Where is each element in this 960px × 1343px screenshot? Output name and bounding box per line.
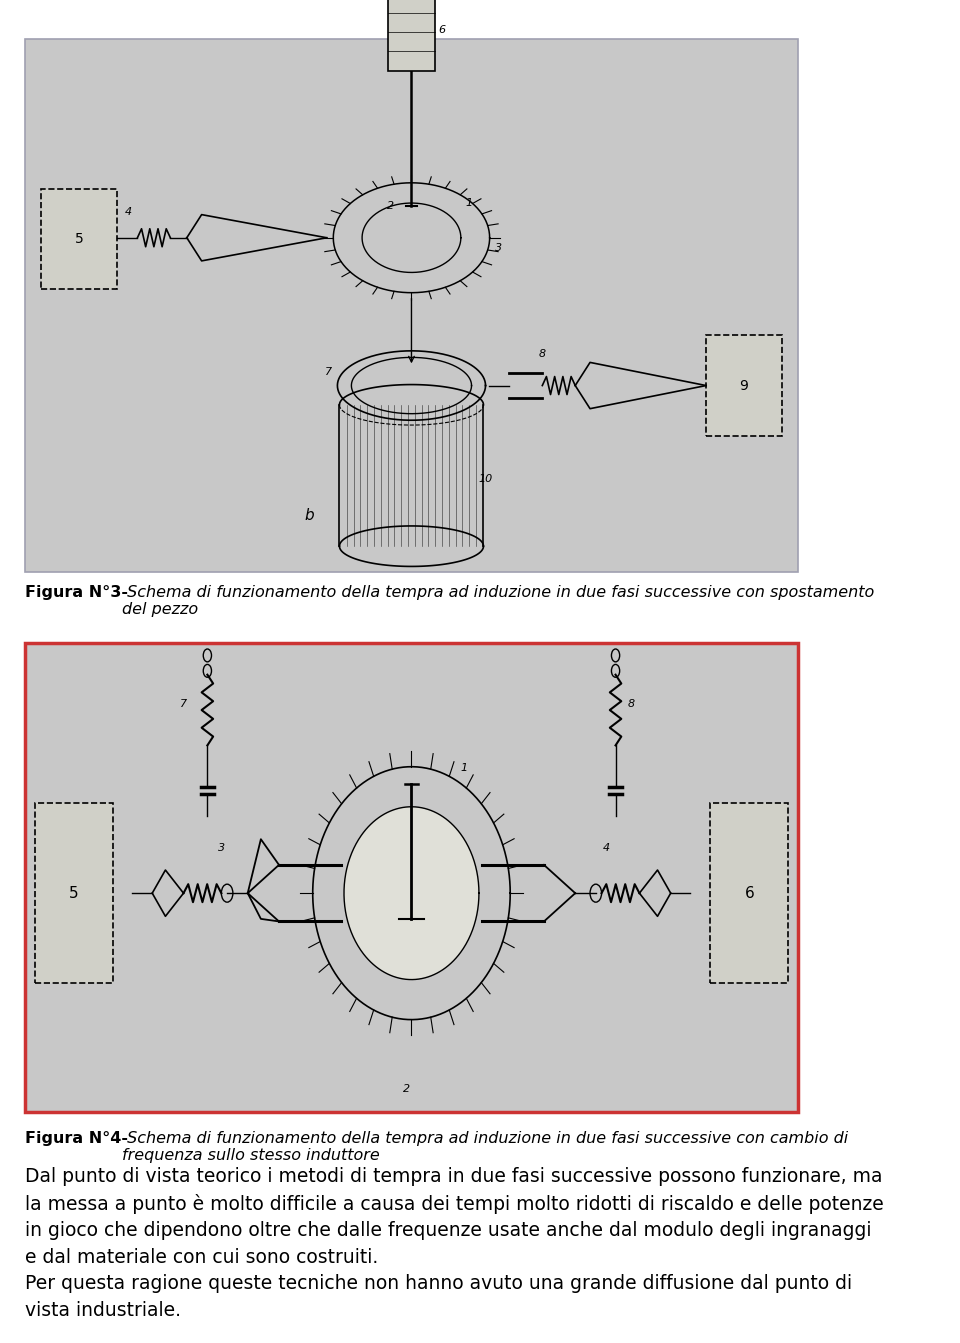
Text: 2: 2 <box>403 1084 410 1095</box>
Text: 5: 5 <box>75 232 84 246</box>
Text: 8: 8 <box>628 698 635 709</box>
Text: 1: 1 <box>461 763 468 774</box>
Bar <box>41 189 117 289</box>
Text: 10: 10 <box>479 474 493 483</box>
Text: 2: 2 <box>387 201 394 211</box>
Text: 6: 6 <box>439 26 445 35</box>
Text: Figura N°3-: Figura N°3- <box>25 584 128 600</box>
Bar <box>710 803 788 983</box>
Text: 7: 7 <box>180 698 187 709</box>
Text: Schema di funzionamento della tempra ad induzione in due fasi successive con cam: Schema di funzionamento della tempra ad … <box>122 1131 848 1163</box>
Text: 1: 1 <box>465 197 472 208</box>
Text: 3: 3 <box>495 243 502 252</box>
Text: Figura N°4-: Figura N°4- <box>25 1131 128 1146</box>
Text: 4: 4 <box>125 207 132 216</box>
Text: Dal punto di vista teorico i metodi di tempra in due fasi successive possono fun: Dal punto di vista teorico i metodi di t… <box>25 1167 883 1320</box>
Bar <box>706 336 781 435</box>
Text: 9: 9 <box>739 379 749 392</box>
Bar <box>35 803 112 983</box>
Text: 6: 6 <box>744 885 755 901</box>
Text: b: b <box>304 509 314 524</box>
Text: 7: 7 <box>325 367 332 377</box>
Text: 5: 5 <box>69 885 79 901</box>
FancyBboxPatch shape <box>25 642 799 1112</box>
Text: 8: 8 <box>539 349 545 360</box>
FancyBboxPatch shape <box>25 39 799 572</box>
Text: 4: 4 <box>603 843 611 853</box>
Text: Schema di funzionamento della tempra ad induzione in due fasi successive con spo: Schema di funzionamento della tempra ad … <box>122 584 874 618</box>
Bar <box>389 0 435 71</box>
Polygon shape <box>345 807 478 979</box>
Text: 3: 3 <box>218 843 226 853</box>
